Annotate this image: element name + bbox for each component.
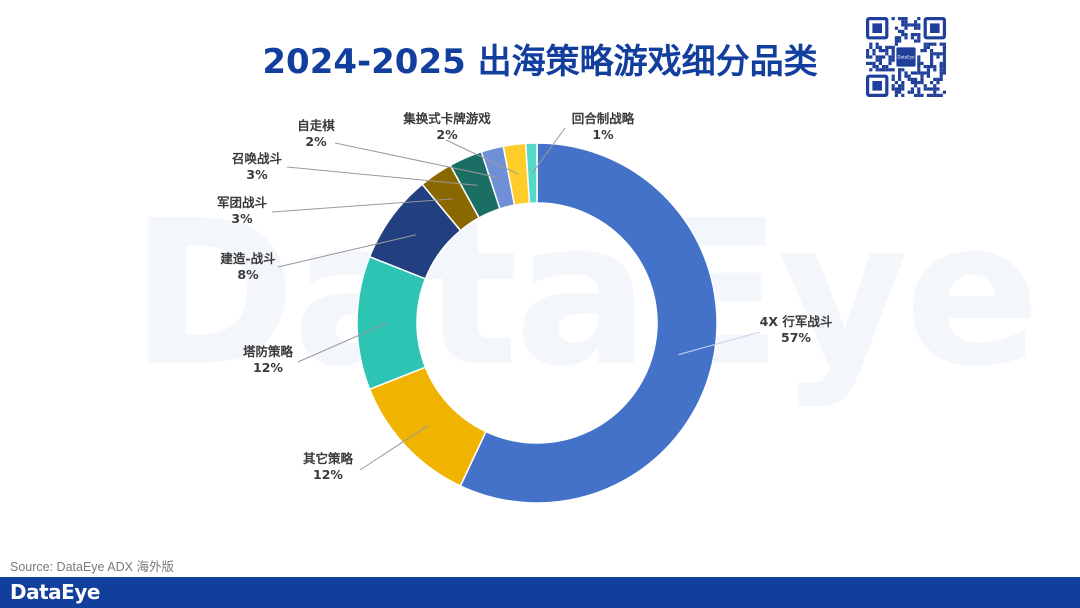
page-title: 2024-2025 出海策略游戏细分品类 [262, 42, 818, 82]
leader-line-6 [286, 166, 478, 186]
footer-logo: DataEye [10, 580, 100, 604]
slice-label-2: 其它策略 [303, 451, 354, 466]
donut-slice-2 [368, 366, 487, 487]
donut-slice-1 [459, 142, 718, 504]
leader-line-2 [359, 425, 428, 471]
qr-code: DataEye [866, 17, 946, 97]
slice-label-9: 回合制战略 [572, 111, 635, 126]
leader-line-8 [445, 139, 519, 175]
slice-label-5: 军团战斗 [217, 195, 268, 210]
donut-slice-9 [524, 142, 538, 205]
slice-value-6: 3% [246, 167, 268, 182]
slice-value-7: 2% [305, 134, 327, 149]
slice-value-1: 57% [781, 330, 811, 345]
slice-value-3: 12% [253, 360, 283, 375]
leader-line-7 [334, 142, 500, 179]
slice-value-5: 3% [231, 211, 253, 226]
leader-line-5 [271, 198, 453, 213]
slice-label-4: 建造-战斗 [220, 251, 276, 266]
svg-text:DataEye: DataEye [898, 55, 915, 60]
leader-line-3 [297, 322, 388, 363]
leader-line-9 [531, 127, 566, 174]
slice-value-8: 2% [436, 127, 458, 142]
leader-line-4 [277, 234, 416, 268]
leader-line-1 [678, 331, 761, 356]
slice-label-1: 4X 行军战斗 [760, 314, 833, 329]
slice-label-8: 集换式卡牌游戏 [402, 111, 491, 126]
donut-slice-3 [356, 255, 427, 391]
slice-label-7: 自走棋 [297, 118, 335, 133]
slice-value-2: 12% [313, 467, 343, 482]
slice-label-6: 召唤战斗 [232, 151, 283, 166]
donut-chart: 4X 行军战斗57%其它策略12%塔防策略12%建造-战斗8%军团战斗3%召唤战… [217, 111, 833, 504]
slice-value-9: 1% [592, 127, 614, 142]
footer-bar: DataEye [0, 577, 1080, 608]
source-note: Source: DataEye ADX 海外版 [10, 560, 174, 574]
slice-value-4: 8% [237, 267, 259, 282]
slice-label-3: 塔防策略 [243, 344, 294, 359]
